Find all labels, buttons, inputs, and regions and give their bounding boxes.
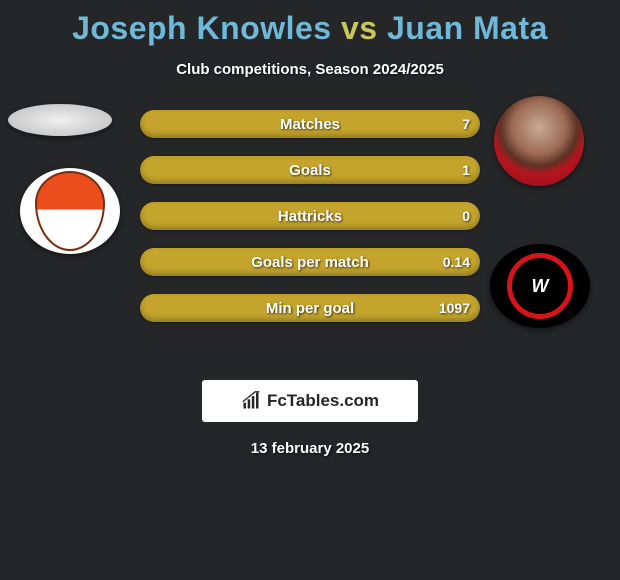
club-badge-shield-icon xyxy=(35,171,105,251)
stat-value-right: 1 xyxy=(462,156,470,184)
stat-label: Hattricks xyxy=(140,202,480,230)
stat-bars: Matches 7 Goals 1 Hattricks 0 Goals per … xyxy=(140,110,480,340)
date-text: 13 february 2025 xyxy=(0,440,620,457)
stat-value-right: 7 xyxy=(462,110,470,138)
title-player1: Joseph Knowles xyxy=(72,10,332,46)
club-badge-ring-icon: W xyxy=(507,253,573,319)
stat-value-right: 0 xyxy=(462,202,470,230)
comparison-area: W Matches 7 Goals 1 Hattricks 0 Goals pe… xyxy=(0,110,620,370)
stat-row: Min per goal 1097 xyxy=(140,294,480,322)
player1-avatar xyxy=(8,104,112,136)
watermark: FcTables.com xyxy=(202,380,418,422)
title-vs: vs xyxy=(341,10,378,46)
player2-club-badge: W xyxy=(490,244,590,328)
stat-value-right: 1097 xyxy=(439,294,470,322)
stat-label: Goals per match xyxy=(140,248,480,276)
watermark-text: FcTables.com xyxy=(267,391,379,411)
stat-row: Hattricks 0 xyxy=(140,202,480,230)
subtitle: Club competitions, Season 2024/2025 xyxy=(0,61,620,78)
club-right-monogram: W xyxy=(532,276,549,297)
stat-label: Min per goal xyxy=(140,294,480,322)
stat-row: Goals 1 xyxy=(140,156,480,184)
player1-club-badge xyxy=(20,168,120,254)
bar-chart-icon xyxy=(241,391,261,411)
stat-row: Goals per match 0.14 xyxy=(140,248,480,276)
page-title: Joseph Knowles vs Juan Mata xyxy=(0,0,620,47)
player2-avatar xyxy=(494,96,584,186)
stat-label: Matches xyxy=(140,110,480,138)
stat-label: Goals xyxy=(140,156,480,184)
title-player2: Juan Mata xyxy=(387,10,548,46)
stat-row: Matches 7 xyxy=(140,110,480,138)
stat-value-right: 0.14 xyxy=(443,248,470,276)
